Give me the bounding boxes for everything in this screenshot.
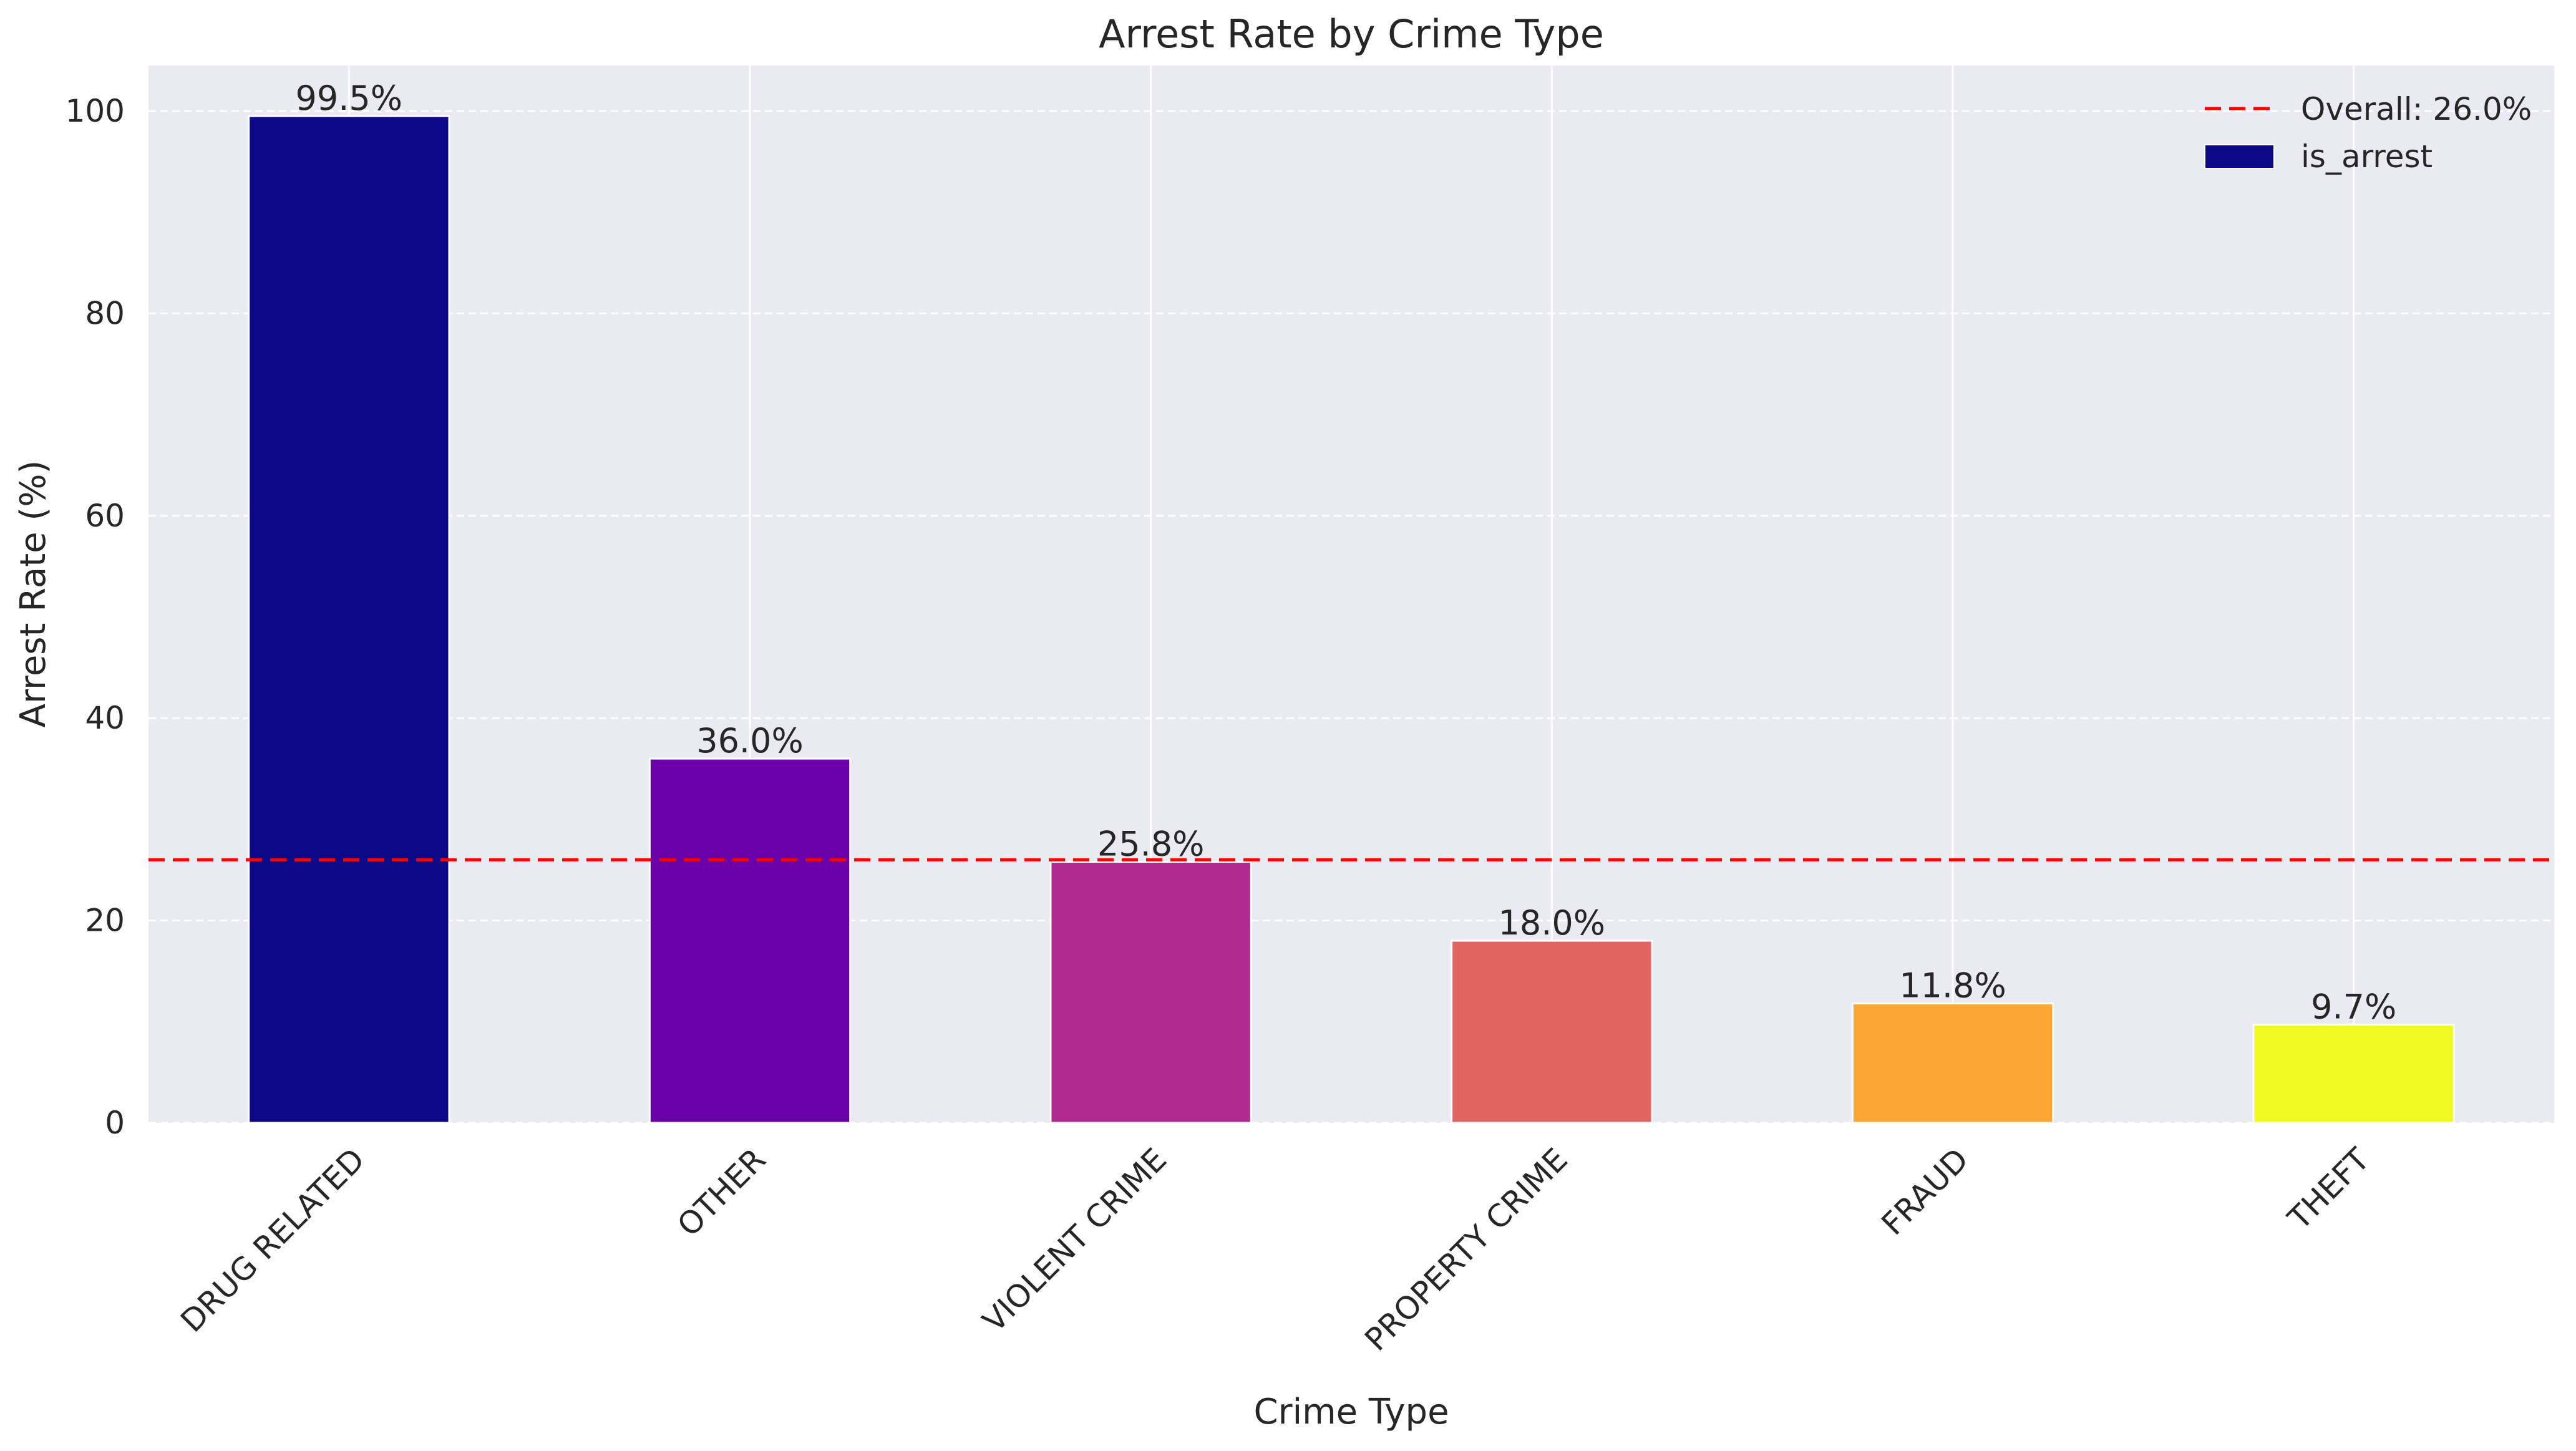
legend-series-label: is_arrest bbox=[2301, 138, 2433, 175]
bar bbox=[2252, 1024, 2455, 1124]
y-tick-label: 20 bbox=[85, 903, 125, 939]
data-label: 25.8% bbox=[1097, 825, 1205, 864]
bar bbox=[1451, 939, 1653, 1124]
bar bbox=[1049, 861, 1252, 1124]
legend-series-swatch bbox=[2204, 144, 2275, 169]
data-labels: 99.5% 36.0% 25.8% 18.0% 11.8% 9.7% bbox=[296, 79, 2397, 1027]
bar bbox=[648, 757, 852, 1124]
grid-lines bbox=[148, 66, 2554, 1124]
y-tick-label: 100 bbox=[66, 93, 125, 129]
data-label: 36.0% bbox=[696, 721, 804, 760]
data-label: 18.0% bbox=[1499, 903, 1606, 943]
data-label: 99.5% bbox=[296, 79, 403, 118]
y-axis-title: Arrest Rate (%) bbox=[13, 460, 54, 728]
legend: Overall: 26.0% is_arrest bbox=[2204, 91, 2532, 175]
plot-area bbox=[148, 66, 2554, 1123]
x-axis-title: Crime Type bbox=[1253, 1392, 1449, 1432]
y-tick-label: 60 bbox=[85, 498, 125, 534]
data-label: 9.7% bbox=[2311, 988, 2396, 1027]
data-label: 11.8% bbox=[1899, 966, 2006, 1006]
y-tick-label: 40 bbox=[85, 700, 125, 736]
y-tick-label: 0 bbox=[105, 1105, 125, 1141]
y-tick-label: 80 bbox=[85, 295, 125, 331]
chart-title: Arrest Rate by Crime Type bbox=[1099, 11, 1604, 57]
y-tick-labels: 0 20 40 60 80 100 bbox=[66, 93, 125, 1141]
legend-reference-line-label: Overall: 26.0% bbox=[2301, 91, 2532, 127]
bar bbox=[248, 115, 450, 1124]
bars bbox=[248, 115, 2455, 1124]
bar bbox=[1851, 1002, 2054, 1124]
